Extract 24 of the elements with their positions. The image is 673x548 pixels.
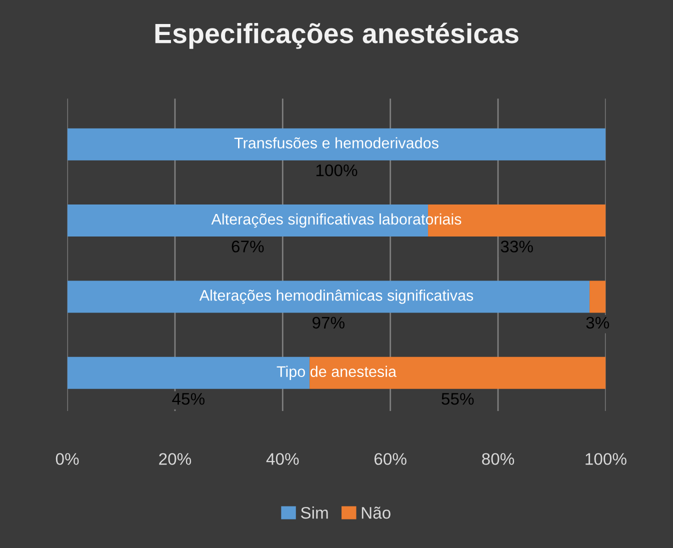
data-label: 3% — [586, 316, 610, 329]
data-label: 100% — [316, 164, 358, 176]
data-label: 97% — [312, 316, 345, 329]
x-tick-label: 40% — [266, 453, 299, 465]
x-tick-label: 0% — [56, 453, 79, 465]
y-tick-label: Transfusões e hemoderivados — [234, 137, 438, 148]
y-tick-label: Tipo de anestesia — [276, 366, 397, 380]
bar — [590, 280, 606, 313]
data-label: 33% — [500, 240, 533, 252]
x-tick-label: 20% — [159, 453, 192, 465]
x-tick-label: 100% — [586, 453, 626, 465]
x-tick-label: 60% — [374, 453, 406, 465]
data-label: 55% — [442, 393, 474, 405]
bar — [67, 356, 310, 389]
data-label: 45% — [172, 393, 205, 405]
legend-label: Sim — [300, 506, 328, 519]
bar — [310, 356, 606, 389]
legend-label: Não — [362, 506, 390, 519]
x-tick-label: 80% — [482, 453, 514, 465]
y-tick-label: Alterações hemodinâmicas significativas — [199, 290, 474, 304]
bar — [67, 128, 606, 160]
chart-title: Especificações anestésicas — [155, 22, 518, 49]
bar — [67, 280, 590, 313]
data-label: 67% — [232, 240, 264, 252]
